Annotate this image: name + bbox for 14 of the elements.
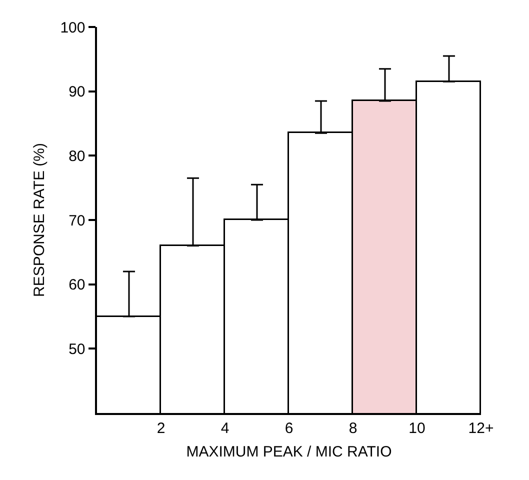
y-tick-label: 80 <box>68 148 86 165</box>
y-tick-label: 70 <box>68 212 86 230</box>
y-tick-label: 50 <box>68 340 86 358</box>
y-tick-label: 90 <box>68 84 86 101</box>
x-tick-label: 2 <box>156 420 166 437</box>
x-tick-label: 6 <box>284 420 294 437</box>
x-axis-title: MAXIMUM PEAK / MIC RATIO <box>186 443 392 460</box>
x-tick-label: 12+ <box>468 420 494 437</box>
x-tick-label: 4 <box>220 420 230 437</box>
y-tick-label: 100 <box>60 19 86 36</box>
y-tick-label: 60 <box>68 276 86 294</box>
y-axis-title: RESPONSE RATE (%) <box>30 143 48 297</box>
x-tick-label: 10 <box>408 420 426 437</box>
x-tick-label: 8 <box>348 420 358 437</box>
